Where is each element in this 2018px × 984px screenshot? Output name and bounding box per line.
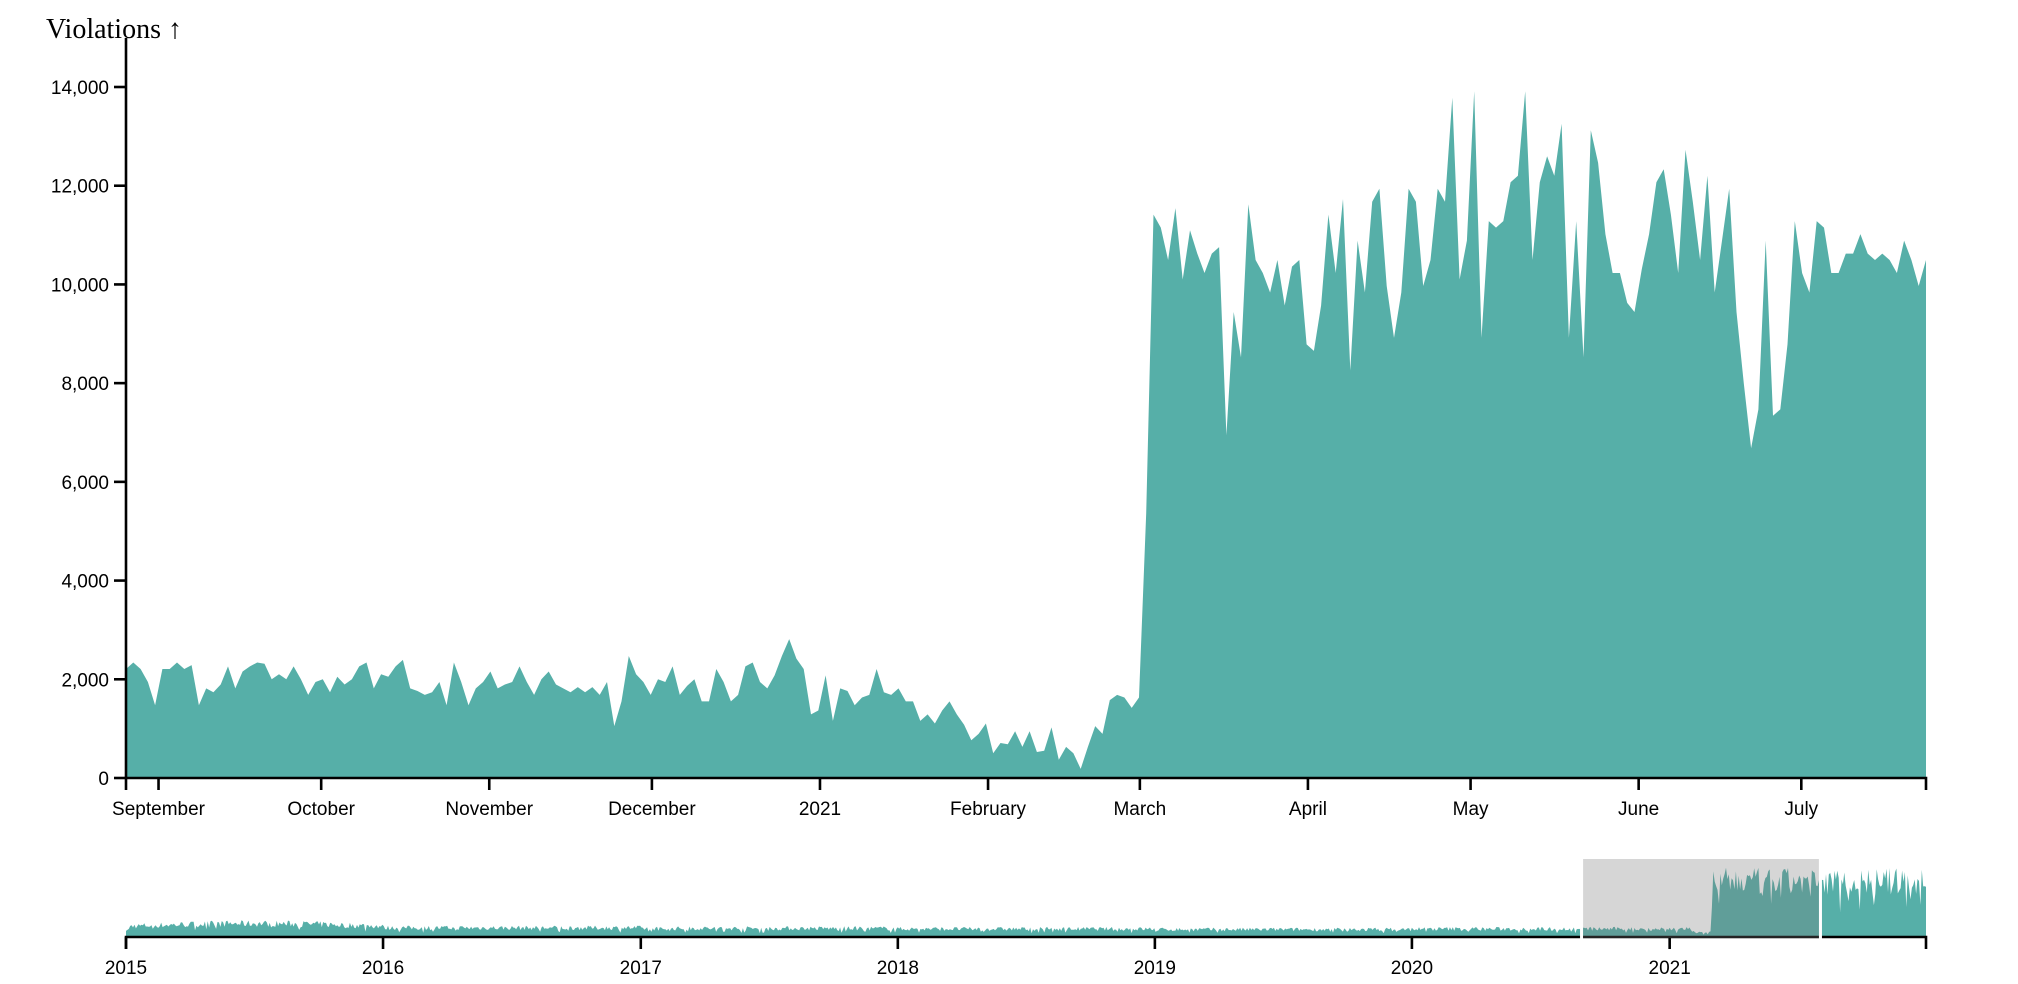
- overview-x-axis: 2015 2016 2017 2018 2019 2020 2021: [105, 935, 1928, 979]
- overview-x-tick-label: 2020: [1391, 958, 1433, 979]
- overview-x-tick-label: 2021: [1649, 958, 1691, 979]
- overview-x-tick-label: 2015: [105, 958, 147, 979]
- overview-x-tick-label: 2018: [877, 958, 919, 979]
- x-tick-label: May: [1453, 799, 1489, 820]
- y-tick-label: 14,000: [51, 78, 109, 99]
- y-tick-label: 2,000: [61, 670, 109, 691]
- x-tick-label: March: [1113, 799, 1166, 820]
- x-tick-label: October: [287, 799, 355, 820]
- overview-area-path: [126, 867, 1926, 937]
- x-tick-label: June: [1618, 799, 1659, 820]
- main-area-chart: [126, 91, 1926, 779]
- x-tick-label: November: [445, 799, 533, 820]
- y-axis: 0 2,000 4,000 6,000 8,000 10,000 12,000 14,000: [51, 38, 128, 790]
- y-tick-label: 10,000: [51, 275, 109, 296]
- brush-handle-right[interactable]: [1818, 857, 1822, 941]
- main-area-path: [126, 91, 1926, 779]
- x-tick-label: February: [950, 799, 1027, 820]
- x-tick-label: April: [1289, 799, 1327, 820]
- brush-selection[interactable]: [1583, 859, 1819, 938]
- y-tick-label: 12,000: [51, 177, 109, 198]
- y-tick-label: 8,000: [61, 374, 109, 395]
- overview-x-tick-label: 2019: [1134, 958, 1176, 979]
- brush-handle-left[interactable]: [1580, 857, 1584, 941]
- x-tick-label: 2021: [799, 799, 841, 820]
- overview-axis-line: [124, 935, 1928, 949]
- x-tick-label: September: [112, 799, 206, 820]
- overview-x-tick-label: 2017: [620, 958, 662, 979]
- overview-x-tick-label: 2016: [362, 958, 404, 979]
- y-tick-label: 4,000: [61, 572, 109, 593]
- x-tick-label: July: [1784, 799, 1818, 820]
- y-axis-title: Violations ↑: [46, 14, 182, 45]
- y-tick-label: 6,000: [61, 473, 109, 494]
- overview-brush-chart[interactable]: 2015 2016 2017 2018 2019 2020 2021: [105, 857, 1928, 979]
- x-tick-label: December: [608, 799, 696, 820]
- x-axis-line: [124, 776, 1928, 790]
- y-tick-label: 0: [98, 769, 109, 790]
- x-axis: September October November December 2021 Febr…: [112, 776, 1928, 820]
